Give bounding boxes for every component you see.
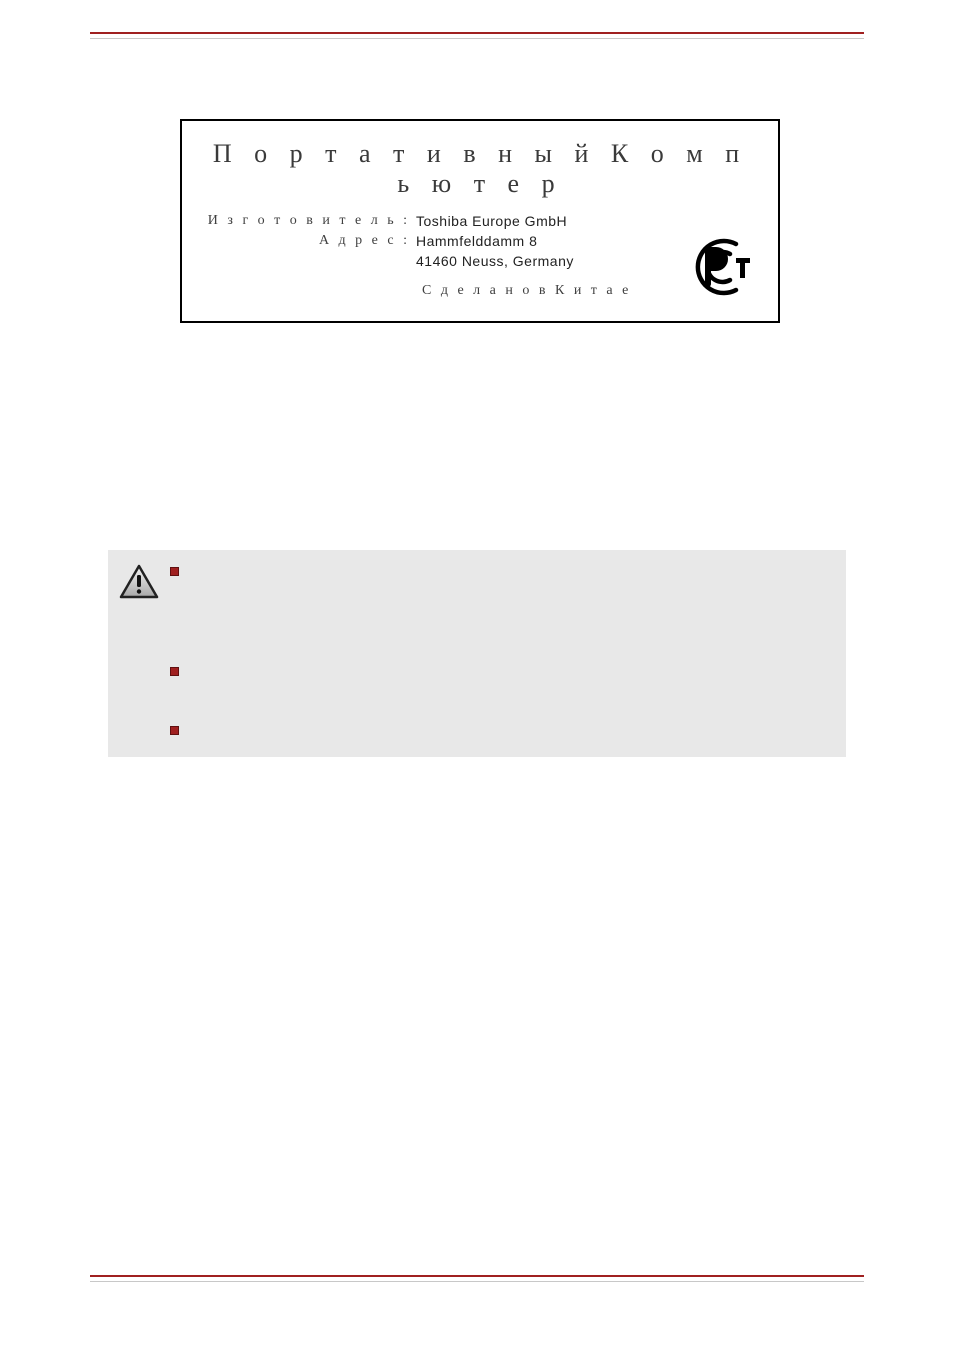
page-footer: User's Manual 1-9 <box>90 1275 864 1306</box>
header-rule <box>90 32 864 34</box>
product-label-box: П о р т а т и в н ы й К о м п ь ю т е р … <box>180 119 780 323</box>
subsection-heading: Panasonic System Networks <box>160 486 864 508</box>
pct-certification-mark-icon <box>680 236 756 303</box>
address-row-2: 41460 Neuss, Germany <box>206 253 754 269</box>
manufacturer-key: И з г о т о в и т е л ь : <box>206 213 416 229</box>
manufacturer-value: Toshiba Europe GmbH <box>416 213 567 229</box>
footer-row: User's Manual 1-9 <box>90 1290 864 1306</box>
address-line1: Hammfelddamm 8 <box>416 233 537 249</box>
section-heading: Optical disc drive safety instructions <box>102 393 864 421</box>
footer-left: User's Manual <box>90 1290 179 1306</box>
warning-text: Use of controls, adjustments or the perf… <box>192 664 828 705</box>
address-row-1: А д р е с : Hammfelddamm 8 <box>206 233 754 249</box>
warning-item: Use of controls, adjustments or the perf… <box>170 664 828 705</box>
models-heading: DVD Super Multi UJ8A0 / Blu-ray™ Writer … <box>160 522 864 540</box>
section-paragraph: Be sure to check the international preca… <box>160 441 844 462</box>
header-rule-secondary <box>90 38 864 39</box>
warning-item: The DVD Super Multi/Blu-ray™ Writer driv… <box>170 564 828 646</box>
footer-rule-secondary <box>90 1281 864 1282</box>
page-content: П о р т а т и в н ы й К о м п ь ю т е р … <box>0 0 954 757</box>
bullet-icon <box>170 664 192 705</box>
footer-rule <box>90 1275 864 1277</box>
warning-callout: The DVD Super Multi/Blu-ray™ Writer driv… <box>108 550 846 757</box>
bullet-icon <box>170 564 192 646</box>
address-line2: 41460 Neuss, Germany <box>416 253 574 269</box>
address-key: А д р е с : <box>206 233 416 249</box>
product-label-title: П о р т а т и в н ы й К о м п ь ю т е р <box>206 139 754 199</box>
bullet-icon <box>170 723 192 743</box>
warning-text: The DVD Super Multi/Blu-ray™ Writer driv… <box>192 564 828 646</box>
warning-list: The DVD Super Multi/Blu-ray™ Writer driv… <box>170 564 828 743</box>
warning-icon <box>108 564 170 743</box>
warning-item: To prevent direct exposure to the laser … <box>170 723 828 743</box>
footer-right: 1-9 <box>844 1290 864 1306</box>
manufacturer-row: И з г о т о в и т е л ь : Toshiba Europe… <box>206 213 754 229</box>
warning-text: To prevent direct exposure to the laser … <box>192 723 828 743</box>
